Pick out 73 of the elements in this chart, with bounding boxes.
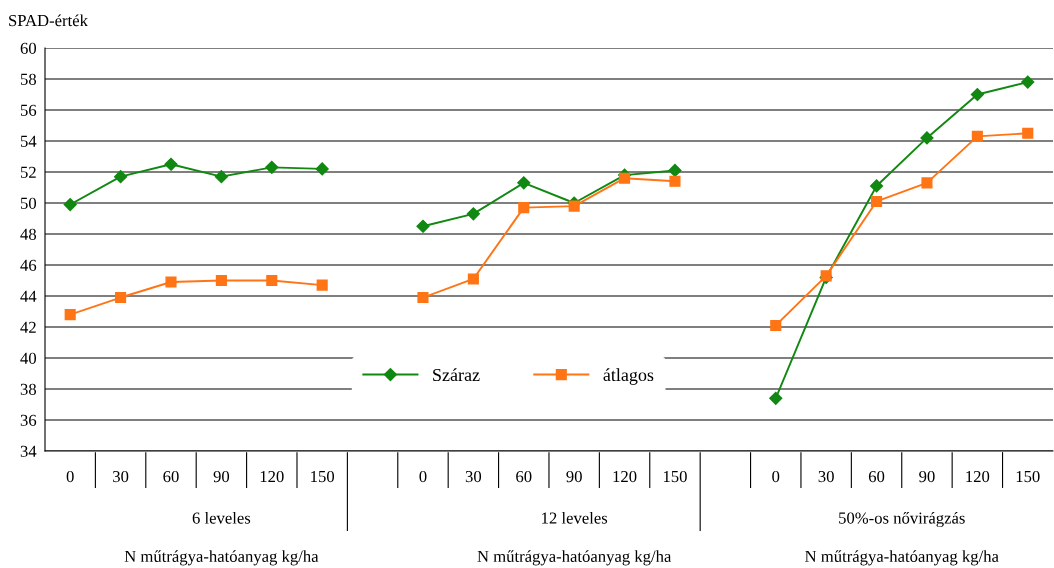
x-tick-label: 150 [311, 470, 335, 483]
point [971, 130, 983, 142]
x-tick-label: 0 [419, 470, 427, 483]
x-tick-label: 0 [772, 470, 780, 483]
point [1022, 127, 1034, 139]
text: N műtrágya-hatóanyag kg/ha [124, 550, 319, 566]
x-tick-label: 30 [113, 470, 129, 483]
x-tick-label: 90 [213, 470, 230, 483]
point [316, 279, 328, 291]
point [466, 207, 480, 221]
y-tick-label: 52 [20, 166, 36, 178]
text: 12 leveles [542, 511, 608, 524]
x-tick-label: 120 [613, 470, 637, 483]
text: 50%-os nővirágzás [839, 511, 965, 528]
point [63, 197, 77, 212]
point [619, 172, 631, 184]
text: N műtrágya-hatóanyag kg/ha [477, 550, 672, 566]
point [114, 170, 128, 184]
y-tick-label: 36 [20, 414, 37, 426]
y-tick-label: 40 [20, 352, 37, 364]
point [770, 319, 782, 332]
y-tick-label: 58 [20, 73, 37, 85]
x-tick-label: 90 [566, 470, 582, 483]
y-axis-title: SPAD-érték [9, 14, 88, 27]
x-tick-label: 90 [919, 470, 935, 483]
point [215, 274, 227, 287]
point [164, 157, 178, 171]
point [115, 291, 127, 304]
point [970, 87, 984, 102]
point [769, 391, 783, 405]
point [265, 160, 279, 174]
legend-label: átlagos [603, 368, 654, 385]
point [266, 274, 278, 287]
x-tick-label: 30 [818, 470, 834, 483]
point [669, 175, 681, 187]
x-tick-label: 30 [465, 470, 482, 483]
legend-label: Száraz [433, 368, 480, 382]
point [467, 273, 479, 285]
y-tick-label: 56 [20, 104, 37, 116]
point [668, 163, 682, 178]
point [869, 179, 884, 193]
x-tick-label: 150 [1016, 470, 1040, 483]
text: 6 leveles [192, 511, 251, 524]
point [1021, 75, 1035, 89]
point [518, 202, 530, 214]
point [517, 176, 531, 190]
point [870, 195, 883, 208]
y-tick-label: 42 [20, 321, 36, 333]
x-tick-label: 120 [260, 470, 284, 483]
y-tick-label: 54 [20, 135, 37, 147]
point [416, 219, 430, 233]
point [214, 170, 228, 184]
y-tick-label: 34 [20, 445, 37, 457]
y-tick-label: 38 [20, 383, 37, 395]
x-tick-label: 60 [516, 470, 532, 483]
point [64, 309, 76, 321]
point [315, 162, 329, 176]
x-tick-label: 60 [163, 470, 179, 483]
point [921, 177, 933, 189]
point [920, 131, 934, 145]
y-tick-label: 44 [20, 290, 37, 302]
y-tick-label: 48 [20, 228, 37, 240]
point [165, 276, 177, 288]
y-tick-label: 60 [20, 42, 37, 54]
text: N műtrágya-hatóanyag kg/ha [805, 550, 999, 566]
x-tick-label: 150 [663, 470, 687, 483]
y-tick-label: 46 [20, 259, 37, 271]
point [568, 200, 580, 212]
x-tick-label: 60 [868, 470, 885, 483]
x-tick-label: 120 [966, 470, 990, 483]
x-tick-label: 0 [66, 470, 74, 483]
point [417, 291, 429, 304]
y-tick-label: 50 [20, 197, 37, 209]
